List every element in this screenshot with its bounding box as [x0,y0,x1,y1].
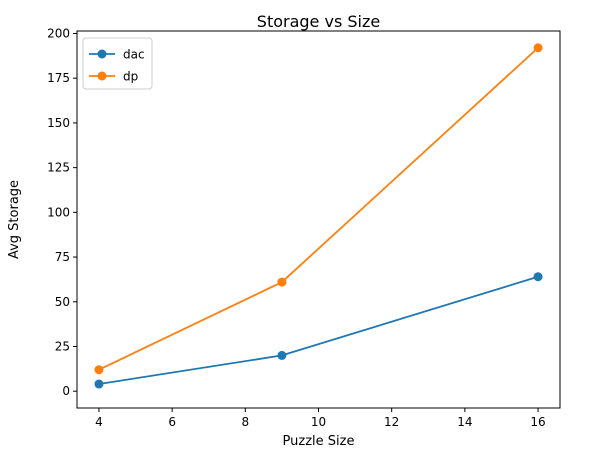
y-tick-label: 0 [62,384,70,398]
legend-marker-dp [97,71,107,81]
y-tick-label: 175 [47,71,70,85]
x-tick-label: 4 [95,415,103,429]
data-point-dp [94,365,104,375]
x-axis-label: Puzzle Size [283,434,355,449]
x-tick-label: 10 [311,415,326,429]
series-line-dac [98,275,539,385]
series-layer [94,43,543,389]
x-tick-label: 8 [241,415,249,429]
y-tick-label: 50 [55,295,70,309]
data-point-dp [533,43,543,53]
data-point-dac [533,272,543,282]
y-tick-label: 25 [55,339,70,353]
x-tick-label: 6 [168,415,176,429]
y-tick-label: 150 [47,116,70,130]
y-axis-label: Avg Storage [7,180,22,259]
legend: dac dp [82,37,153,90]
x-tick-label: 12 [384,415,399,429]
x-axis-ticks: 4 6 8 10 12 14 16 [95,408,546,429]
y-tick-label: 75 [55,250,70,264]
data-point-dac [277,350,287,360]
legend-label-dp: dp [123,70,138,84]
data-point-dp [277,277,287,287]
data-point-dac [94,379,104,389]
legend-label-dac: dac [123,48,145,62]
series-line-dp [98,47,539,371]
y-tick-label: 125 [47,161,70,175]
legend-box [82,37,153,90]
y-tick-label: 200 [47,27,70,41]
x-tick-label: 16 [530,415,545,429]
chart-title: Storage vs Size [257,12,380,31]
y-tick-label: 100 [47,205,70,219]
x-tick-label: 14 [457,415,472,429]
y-axis-ticks: 0 25 50 75 100 125 150 175 200 [47,27,77,398]
legend-marker-dac [97,49,107,59]
